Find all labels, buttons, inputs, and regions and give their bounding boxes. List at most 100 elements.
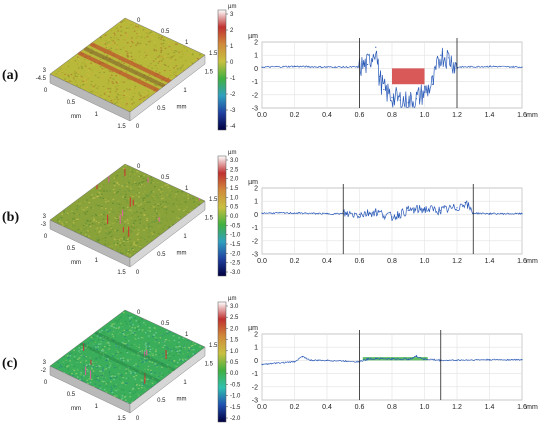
texture-speck xyxy=(97,236,100,239)
texture-speck xyxy=(94,85,96,87)
texture-speck xyxy=(168,353,170,355)
texture-speck xyxy=(141,380,144,382)
texture-speck xyxy=(154,365,156,367)
texture-speck xyxy=(155,218,157,221)
texture-speck xyxy=(84,80,87,82)
texture-speck xyxy=(186,211,189,213)
surface-z-tick: -4.5 xyxy=(36,76,47,82)
texture-speck xyxy=(121,332,124,334)
texture-speck xyxy=(103,42,106,44)
texture-speck xyxy=(144,332,147,334)
texture-speck xyxy=(80,77,83,79)
texture-speck xyxy=(59,364,62,367)
texture-speck xyxy=(110,235,113,238)
texture-speck xyxy=(180,66,183,69)
texture-speck xyxy=(152,182,155,184)
panel-label-b: (b) xyxy=(2,210,20,225)
texture-speck xyxy=(124,346,127,348)
texture-speck xyxy=(158,60,161,63)
texture-speck xyxy=(144,368,146,370)
texture-speck xyxy=(165,56,168,58)
texture-speck xyxy=(84,63,86,65)
texture-speck xyxy=(116,37,118,39)
texture-speck xyxy=(110,100,113,102)
profile-data-point xyxy=(293,212,296,214)
profile-y-tick: 1 xyxy=(254,199,258,206)
texture-speck xyxy=(80,65,83,67)
texture-speck xyxy=(129,53,131,55)
texture-speck xyxy=(133,227,136,229)
texture-speck xyxy=(120,346,123,349)
texture-speck xyxy=(126,188,129,190)
texture-speck xyxy=(117,389,119,391)
texture-speck xyxy=(133,210,135,212)
surface-depth-tick: 0 xyxy=(137,18,141,24)
texture-speck xyxy=(114,42,116,44)
texture-speck xyxy=(86,206,89,208)
texture-speck xyxy=(171,77,173,79)
texture-speck xyxy=(74,61,77,63)
texture-speck xyxy=(186,206,188,208)
texture-speck xyxy=(156,378,159,380)
texture-speck xyxy=(150,352,153,354)
texture-speck xyxy=(99,336,102,339)
texture-speck xyxy=(139,175,142,177)
texture-speck xyxy=(85,214,88,216)
texture-speck xyxy=(146,219,148,222)
texture-speck xyxy=(138,219,140,221)
texture-speck xyxy=(96,227,99,229)
colorbar-tick-label: -2 xyxy=(230,92,236,98)
texture-speck xyxy=(147,343,149,345)
texture-speck xyxy=(126,329,129,331)
texture-speck xyxy=(128,88,131,91)
texture-speck xyxy=(88,75,90,77)
texture-speck xyxy=(160,51,162,53)
texture-speck xyxy=(125,50,128,53)
texture-speck xyxy=(95,204,97,206)
texture-speck xyxy=(83,79,86,81)
texture-speck xyxy=(149,32,151,34)
texture-speck xyxy=(135,184,138,186)
texture-speck xyxy=(138,76,140,78)
texture-speck xyxy=(164,38,167,40)
texture-speck xyxy=(113,366,116,369)
texture-speck xyxy=(104,35,106,37)
surface-y-tick: 1 xyxy=(183,234,187,240)
texture-speck xyxy=(65,221,68,223)
texture-speck xyxy=(174,49,176,51)
texture-speck xyxy=(146,378,149,380)
texture-speck xyxy=(124,71,127,73)
profile-data-point xyxy=(375,46,377,48)
texture-speck xyxy=(124,335,126,338)
texture-speck xyxy=(178,341,180,343)
texture-speck xyxy=(99,230,101,232)
surface-y-tick: 0 xyxy=(136,270,140,276)
texture-speck xyxy=(134,202,137,204)
texture-speck xyxy=(75,231,78,233)
surface-x-tick: 1 xyxy=(95,112,99,118)
texture-speck xyxy=(63,372,65,374)
texture-speck xyxy=(98,365,100,367)
texture-speck xyxy=(156,364,159,366)
texture-speck xyxy=(175,349,177,351)
texture-speck xyxy=(178,208,180,210)
texture-speck xyxy=(114,34,116,36)
texture-speck xyxy=(115,96,118,98)
texture-speck xyxy=(105,368,108,370)
texture-speck xyxy=(127,180,130,183)
texture-speck xyxy=(126,370,128,372)
texture-speck xyxy=(82,224,85,226)
texture-speck xyxy=(162,227,164,229)
texture-speck xyxy=(113,42,115,44)
texture-speck xyxy=(133,195,135,198)
texture-speck xyxy=(108,371,111,373)
texture-speck xyxy=(126,29,129,31)
texture-speck xyxy=(106,355,109,357)
texture-speck xyxy=(170,350,173,352)
texture-speck xyxy=(137,387,140,390)
texture-speck xyxy=(81,66,84,68)
texture-speck xyxy=(154,341,157,343)
texture-speck xyxy=(169,49,172,52)
texture-speck xyxy=(130,344,133,346)
